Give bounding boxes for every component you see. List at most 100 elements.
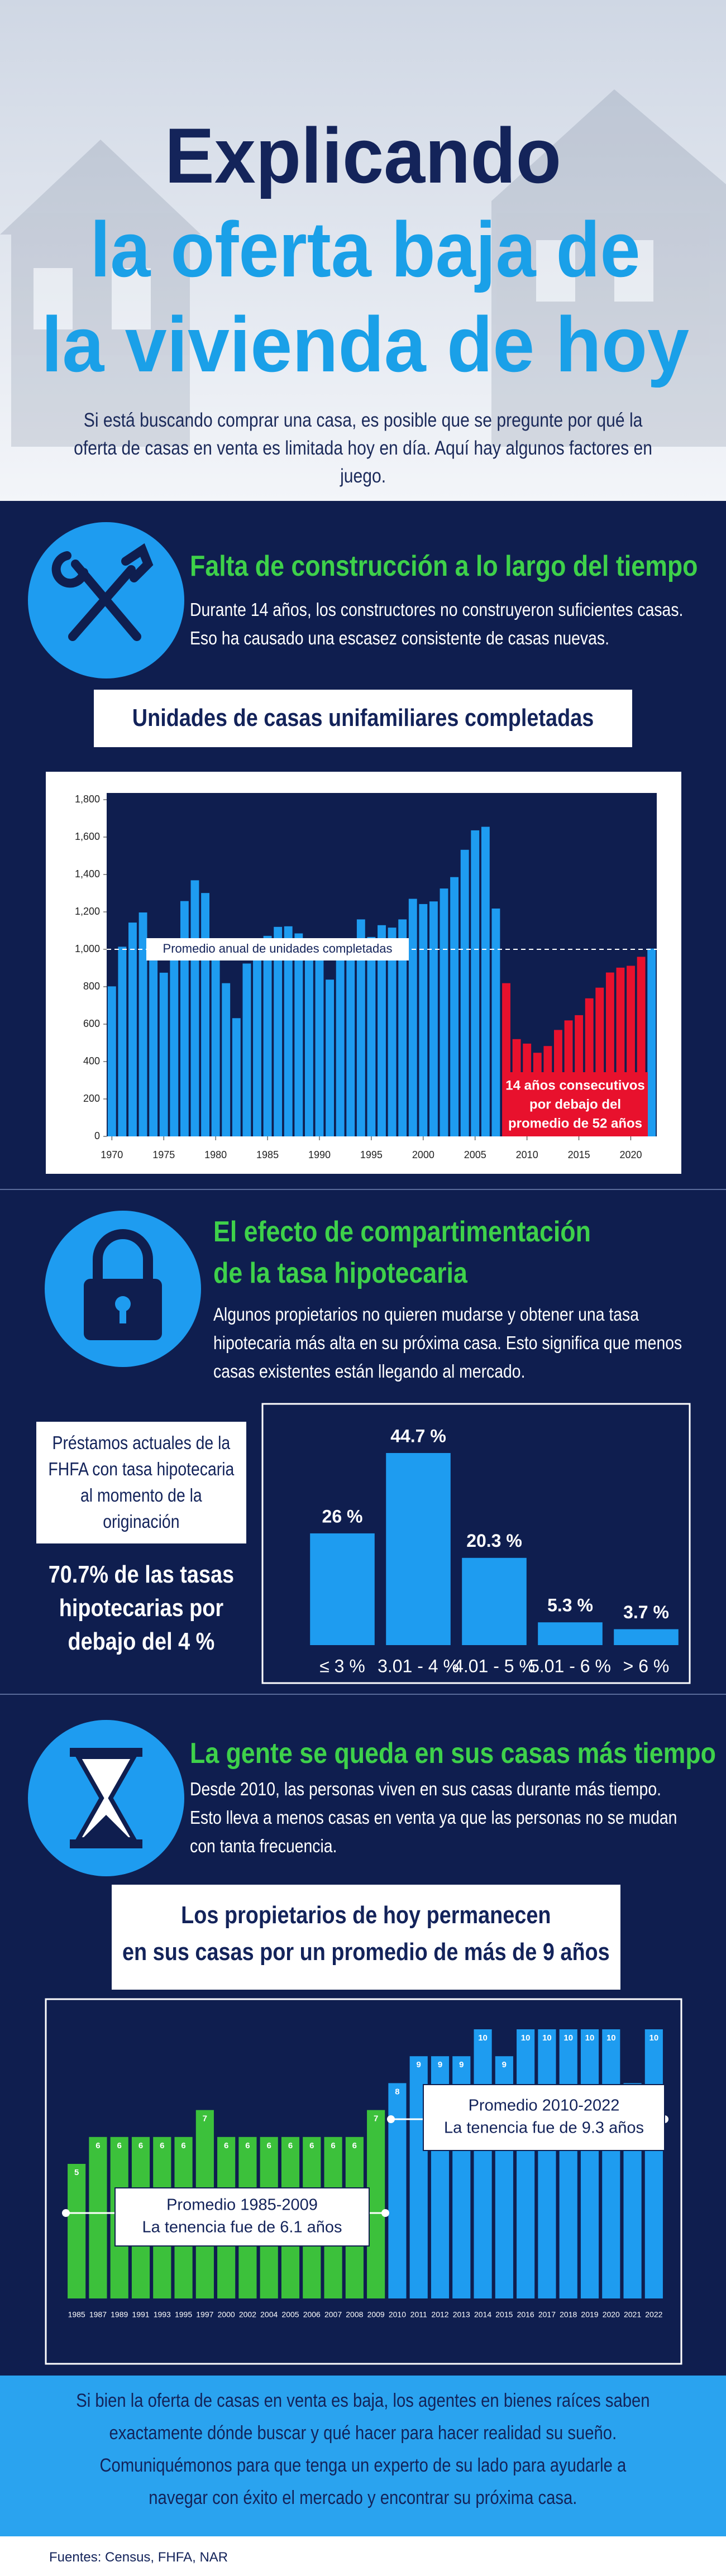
- value-label: 9: [502, 2060, 507, 2070]
- bar: [118, 947, 127, 1136]
- sources: Fuentes: Census, FHFA, NAR: [49, 2550, 228, 2565]
- bar: [190, 880, 199, 1136]
- value-label: 6: [245, 2141, 250, 2150]
- bar: [614, 1629, 679, 1645]
- bar: [170, 943, 179, 1136]
- value-label: 10: [606, 2033, 616, 2043]
- section-heading: de la tasa hipotecaria: [213, 1257, 467, 1289]
- y-tick-label: 1,600: [75, 831, 100, 842]
- x-tick-label: 2017: [538, 2310, 556, 2319]
- bar: [378, 925, 386, 1136]
- x-tick-label: 2011: [410, 2310, 427, 2319]
- bar: [644, 2029, 663, 2298]
- annotation: 14 años consecutivos: [505, 1078, 644, 1093]
- value-label: 10: [521, 2033, 531, 2043]
- x-tick-label: 1997: [196, 2310, 213, 2319]
- value-label: 9: [417, 2060, 421, 2070]
- bar: [517, 2029, 535, 2298]
- x-tick-label: 2022: [645, 2310, 662, 2319]
- bar: [138, 912, 147, 1136]
- bar: [471, 830, 480, 1136]
- x-tick-label: 2006: [303, 2310, 321, 2319]
- x-tick-label: 2005: [464, 1149, 486, 1160]
- bar: [326, 979, 335, 1136]
- bar: [274, 926, 283, 1136]
- section-heading: El efecto de compartimentación: [213, 1216, 591, 1248]
- y-tick-label: 1,800: [75, 794, 100, 805]
- x-tick-label: 2015: [495, 2310, 513, 2319]
- value-label: 5.3 %: [547, 1595, 593, 1616]
- bar: [107, 986, 116, 1136]
- x-tick-label: 2002: [239, 2310, 256, 2319]
- x-tick-label: 2005: [281, 2310, 299, 2319]
- x-tick-label: 2000: [412, 1149, 434, 1160]
- x-tick-label: 2018: [560, 2310, 577, 2319]
- value-label: 9: [459, 2060, 464, 2070]
- title-block: Explicando la oferta baja de la vivienda…: [41, 112, 689, 388]
- x-tick-label: 1987: [89, 2310, 107, 2319]
- house-silhouette: [0, 89, 726, 447]
- value-label: 6: [224, 2141, 228, 2150]
- bar: [491, 908, 500, 1136]
- bar: [180, 901, 189, 1136]
- value-label: 10: [563, 2033, 573, 2043]
- reference-label: Promedio anual de unidades completadas: [163, 941, 393, 955]
- bar: [408, 899, 417, 1136]
- bar: [284, 926, 293, 1136]
- value-label: 7: [374, 2114, 378, 2124]
- section-body: Algunos propietarios no quieren mudarse …: [213, 1304, 682, 1382]
- bar: [462, 1557, 527, 1645]
- y-tick-label: 0: [94, 1130, 100, 1141]
- value-label: 44.7 %: [390, 1426, 446, 1446]
- bar: [559, 2029, 577, 2298]
- bar: [580, 2029, 599, 2298]
- section-body: Durante 14 años, los constructores no co…: [190, 599, 684, 648]
- bar: [336, 956, 345, 1136]
- value-label: 6: [331, 2141, 335, 2150]
- y-tick-label: 400: [83, 1055, 100, 1067]
- bar: [346, 941, 355, 1136]
- chart-title-box: Los propietarios de hoy permanecen en su…: [112, 1885, 620, 1990]
- value-label: 8: [395, 2087, 399, 2096]
- x-tick-label: 1991: [132, 2310, 149, 2319]
- bar: [263, 935, 272, 1136]
- value-label: 10: [542, 2033, 552, 2043]
- x-tick-label: 4.01 - 5 %: [453, 1656, 535, 1676]
- value-label: 5: [74, 2168, 79, 2177]
- bar: [398, 919, 407, 1136]
- value-label: 10: [649, 2033, 659, 2043]
- annotation-box: [503, 1072, 648, 1136]
- title-line: Explicando: [165, 112, 561, 199]
- bar: [128, 923, 137, 1136]
- x-tick-label: 2010: [389, 2310, 406, 2319]
- chart-note: 70.7% de las tasas hipotecarias por deba…: [48, 1561, 235, 1655]
- x-tick-label: 1993: [154, 2310, 171, 2319]
- annotation-box: [423, 2084, 665, 2151]
- value-label: 6: [288, 2141, 293, 2150]
- x-tick-label: 1970: [101, 1149, 123, 1160]
- bar: [450, 877, 459, 1136]
- bar: [367, 2110, 385, 2298]
- value-label: 7: [203, 2114, 207, 2124]
- header-background: [0, 0, 726, 501]
- average-dot: [62, 2209, 70, 2217]
- bar: [304, 944, 313, 1136]
- lock-icon: [45, 1211, 201, 1367]
- bar: [68, 2164, 86, 2298]
- y-tick-label: 800: [83, 981, 100, 992]
- average-dot: [381, 2209, 389, 2217]
- value-label: 6: [267, 2141, 271, 2150]
- value-label: 3.7 %: [623, 1602, 669, 1622]
- x-tick-label: 2020: [620, 1149, 642, 1160]
- y-tick-label: 1,200: [75, 906, 100, 917]
- hourglass-icon: [28, 1720, 184, 1876]
- bar: [242, 963, 251, 1136]
- x-tick-label: 2020: [603, 2310, 620, 2319]
- x-tick-label: 2000: [218, 2310, 235, 2319]
- annotation: Promedio 1985-2009: [166, 2196, 318, 2214]
- bar: [481, 826, 490, 1136]
- title-line: la oferta baja de: [90, 205, 641, 293]
- x-tick-label: 2019: [581, 2310, 598, 2319]
- annotation: Promedio 2010-2022: [469, 2097, 620, 2115]
- bar: [253, 944, 261, 1136]
